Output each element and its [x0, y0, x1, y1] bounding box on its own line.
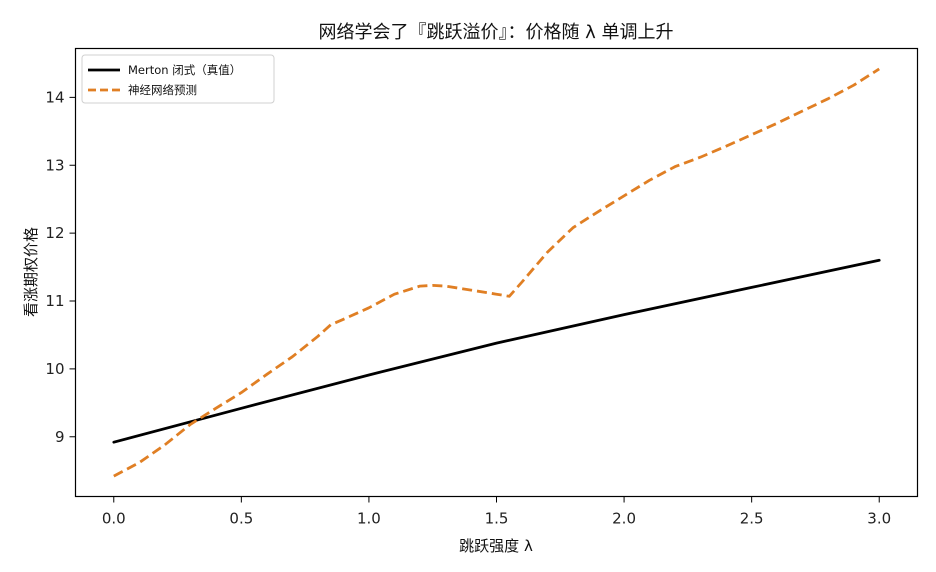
series-layer: [112, 67, 881, 478]
y-tick-label: 14: [45, 88, 64, 106]
x-tick-label: 0.5: [229, 510, 253, 528]
x-tick-label: 2.5: [740, 510, 764, 528]
y-axis-label: 看涨期权价格: [22, 227, 40, 317]
y-tick-label: 10: [45, 360, 64, 378]
y-tick-label: 9: [55, 428, 65, 446]
chart-title: 网络学会了『跳跃溢价』：价格随 λ 单调上升: [318, 22, 673, 43]
series-line-1: [113, 67, 880, 478]
y-tick-label: 11: [45, 292, 64, 310]
legend-label-0: Merton 闭式（真值）: [128, 63, 241, 77]
y-tick-label: 12: [45, 224, 64, 242]
x-tick-label: 1.5: [485, 510, 509, 528]
y-tick-label: 13: [45, 156, 64, 174]
x-axis-label: 跳跃强度 λ: [459, 537, 533, 555]
x-tick-label: 3.0: [867, 510, 891, 528]
x-tick-label: 0.0: [102, 510, 126, 528]
x-tick-label: 2.0: [612, 510, 636, 528]
series-line-0: [112, 258, 881, 444]
y-axis: 9 10 11 12 13 14: [45, 88, 76, 446]
legend-label-1: 神经网络预测: [128, 83, 197, 97]
x-tick-label: 1.0: [357, 510, 381, 528]
legend-box: [81, 54, 275, 104]
x-axis: 0.0 0.5 1.0 1.5 2.0 2.5 3.0: [102, 496, 891, 528]
legend: Merton 闭式（真值） 神经网络预测: [81, 54, 275, 104]
plot-area: [74, 47, 919, 498]
